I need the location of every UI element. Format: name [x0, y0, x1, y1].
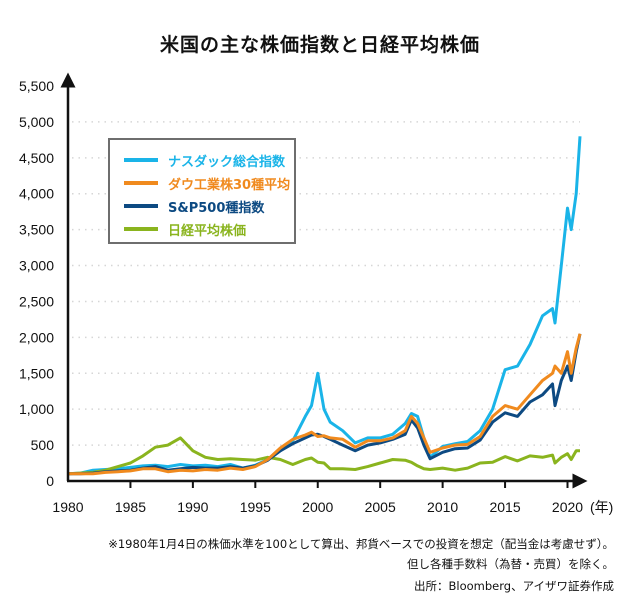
- footnote-source: 出所：Bloomberg、アイザワ証券作成: [414, 579, 614, 593]
- legend-swatch: [124, 181, 158, 185]
- legend-swatch: [124, 227, 158, 231]
- y-tick-label: 1,000: [19, 401, 54, 417]
- legend-item-sp500: S&P500種指数: [124, 196, 264, 216]
- x-tick-label: 2010: [427, 499, 458, 515]
- legend-label: S&P500種指数: [168, 200, 265, 216]
- y-tick-label: 5,000: [19, 114, 54, 130]
- x-tick-label: 2000: [302, 499, 333, 515]
- x-tick-label: 1995: [240, 499, 271, 515]
- x-tick-labels: 1980 1985 1990 1995 2000 2005 2010 2015 2020: [52, 481, 583, 515]
- series-line-dow: [68, 333, 582, 476]
- y-tick-label: 500: [31, 437, 55, 453]
- y-tick-label: 3,000: [19, 258, 54, 274]
- y-tick-label: 0: [46, 473, 54, 489]
- series-lines: [67, 136, 582, 476]
- y-tick-label: 2,000: [19, 329, 54, 345]
- y-tick-label: 4,000: [19, 186, 54, 202]
- x-tick-label: 2015: [489, 499, 520, 515]
- legend-item-nasdaq: ナスダック総合指数: [124, 150, 285, 170]
- x-tick-label: 1990: [177, 499, 208, 515]
- y-tick-label: 5,500: [19, 78, 54, 94]
- y-tick-label: 1,500: [19, 365, 54, 381]
- x-tick-label: 2005: [365, 499, 396, 515]
- legend-label: ナスダック総合指数: [168, 154, 286, 170]
- legend-label: 日経平均株価: [168, 223, 247, 239]
- legend-item-nikkei: 日経平均株価: [124, 219, 246, 239]
- axes: [60, 72, 588, 489]
- series-line-nikkei: [67, 436, 580, 476]
- x-tick-label: 1985: [115, 499, 146, 515]
- x-tick-label: 1980: [52, 499, 83, 515]
- footnote-fees: 但し各種手数料（為替・売買）を除く。: [407, 557, 614, 571]
- y-tick-labels: 0 500 1,000 1,500 2,000 2,500 3,000 3,500 4,000 4…: [19, 78, 54, 489]
- y-tick-label: 2,500: [19, 293, 54, 309]
- legend-swatch: [124, 158, 158, 162]
- legend: ナスダック総合指数 ダウ工業株30種平均 S&P500種指数 日経平均株価: [108, 138, 296, 244]
- y-tick-label: 3,500: [19, 222, 54, 238]
- footnote-calculation: ※1980年1月4日の株価水準を100として算出、邦貨ベースでの投資を想定（配当…: [108, 537, 614, 551]
- chart-title: 米国の主な株価指数と日経平均株価: [159, 34, 480, 56]
- legend-item-dow: ダウ工業株30種平均: [124, 173, 290, 193]
- legend-swatch: [124, 204, 158, 208]
- x-axis-unit: (年): [590, 499, 613, 515]
- legend-label: ダウ工業株30種平均: [168, 177, 291, 193]
- series-line-nasdaq: [67, 136, 582, 476]
- x-tick-label: 2020: [552, 499, 583, 515]
- y-tick-label: 4,500: [19, 150, 54, 166]
